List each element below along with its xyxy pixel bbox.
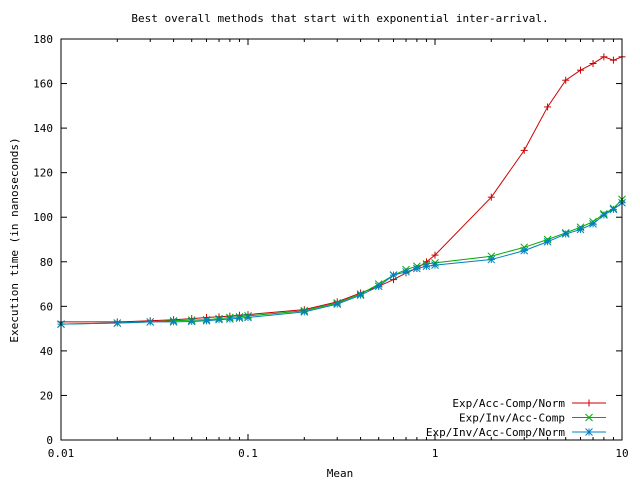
y-axis: 0 20 40 60 80 100 120 140 160 180 xyxy=(33,33,622,447)
series-3-point xyxy=(356,291,365,300)
series-line-2 xyxy=(60,199,623,325)
series-3-point xyxy=(226,315,234,323)
chart-title: Best overall methods that start with exp… xyxy=(131,12,548,25)
y-tick-label: 140 xyxy=(33,122,53,135)
series-1-point xyxy=(562,76,570,84)
legend-label: Exp/Inv/Acc-Comp/Norm xyxy=(426,426,565,439)
series-1-point xyxy=(589,60,597,68)
series-3-point xyxy=(235,314,244,322)
y-tick-label: 160 xyxy=(33,78,53,91)
series-line-1 xyxy=(61,56,623,323)
legend-label: Exp/Inv/Acc-Comp xyxy=(459,412,565,425)
series-3-point xyxy=(431,261,439,269)
x-tick-label: 1 xyxy=(432,447,439,460)
series-3-point xyxy=(333,300,342,308)
y-tick-label: 60 xyxy=(40,300,53,313)
legend-label: Exp/Acc-Comp/Norm xyxy=(452,397,565,410)
series-1-point xyxy=(431,251,439,259)
x-tick-label: 10 xyxy=(615,447,628,460)
series-3-point xyxy=(520,246,529,255)
y-tick-label: 100 xyxy=(33,211,53,224)
legend: Exp/Acc-Comp/Norm Exp/Inv/Acc-CompExp/Inv… xyxy=(426,397,606,439)
series-3-point xyxy=(413,264,421,273)
series-3-point xyxy=(609,205,618,214)
x-axis-label: Mean xyxy=(327,467,354,480)
series-1-point xyxy=(577,66,585,74)
series-3-point xyxy=(487,255,496,264)
series-3-point xyxy=(215,315,223,324)
series-3-point xyxy=(389,271,398,279)
y-tick-label: 180 xyxy=(33,33,53,46)
series-3-point xyxy=(422,262,431,271)
series-3-point xyxy=(113,319,122,327)
legend-marker-sample xyxy=(585,399,593,407)
series-3-point xyxy=(202,316,211,325)
y-tick-label: 40 xyxy=(40,345,53,358)
x-axis: 0.01 0.1 1 10 xyxy=(48,39,629,460)
x-tick-label: 0.1 xyxy=(238,447,258,460)
series-3-point xyxy=(374,282,383,291)
series-line-3 xyxy=(60,202,623,325)
series-1-point xyxy=(520,146,528,154)
y-tick-label: 20 xyxy=(40,389,53,402)
series-3-point xyxy=(402,267,410,276)
legend-marker-sample xyxy=(585,413,593,422)
series-3-point xyxy=(589,220,597,228)
legend-marker-sample xyxy=(585,428,593,436)
series-1-point xyxy=(487,193,495,201)
x-tick-label: 0.01 xyxy=(48,447,75,460)
series-3-point xyxy=(146,318,155,326)
series-3-point xyxy=(187,317,196,326)
series-3-point xyxy=(300,308,309,316)
plot-frame xyxy=(60,38,623,441)
series-3-point xyxy=(543,237,552,246)
series-3-point xyxy=(600,211,608,219)
series-1-point xyxy=(600,53,608,61)
series-3-point xyxy=(561,230,570,238)
y-tick-label: 0 xyxy=(46,434,53,447)
series-1-point xyxy=(609,56,617,64)
y-tick-label: 120 xyxy=(33,167,53,180)
plot-area xyxy=(57,53,626,329)
series-3-point xyxy=(576,225,585,234)
y-tick-label: 80 xyxy=(40,256,53,269)
series-1-point xyxy=(544,103,552,111)
y-axis-label: Execution time (in nanoseconds) xyxy=(8,137,21,342)
series-3-point xyxy=(169,318,178,326)
series-3-point xyxy=(244,313,252,322)
